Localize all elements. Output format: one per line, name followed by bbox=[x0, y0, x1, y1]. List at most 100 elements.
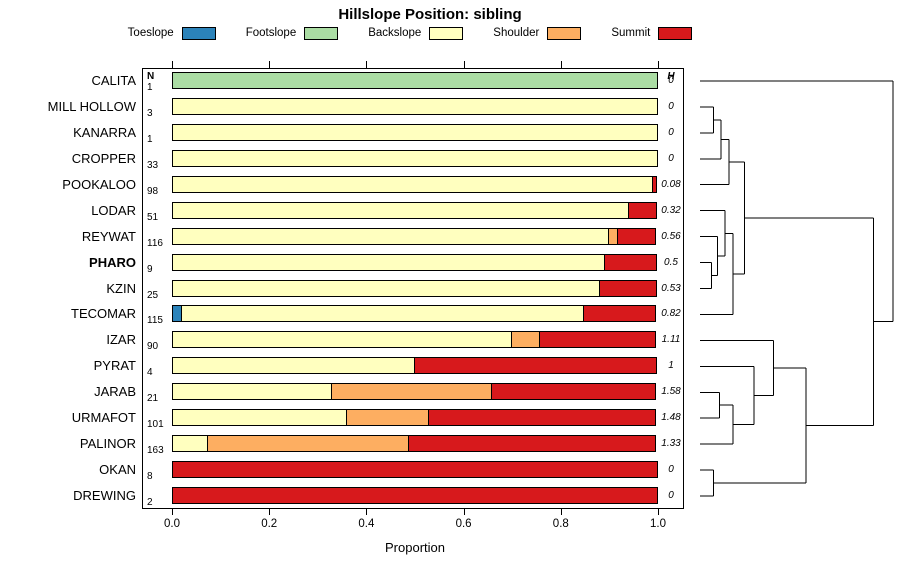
h-column-header: H bbox=[667, 71, 675, 82]
bar-okan bbox=[172, 461, 658, 479]
n-value-cropper: 33 bbox=[147, 159, 159, 171]
x-axis-tick-top bbox=[560, 61, 562, 68]
bar-segment-shoulder bbox=[511, 331, 541, 349]
legend: Toeslope Footslope Backslope Shoulder Summit bbox=[40, 25, 780, 41]
x-axis-tick-bottom bbox=[172, 509, 173, 515]
bar-segment-summit bbox=[172, 461, 658, 479]
bar-segment-summit bbox=[652, 175, 657, 193]
bar-segment-summit bbox=[539, 331, 656, 349]
bar-calita bbox=[172, 71, 658, 89]
x-axis-tick-top bbox=[366, 61, 368, 68]
bar-reywat bbox=[172, 227, 656, 245]
h-value-urmafot: 1.48 bbox=[661, 412, 681, 424]
n-value-drewing: 2 bbox=[147, 497, 153, 509]
n-value-reywat: 116 bbox=[147, 237, 163, 249]
bar-segment-backslope bbox=[172, 383, 333, 401]
x-axis-tick-bottom bbox=[560, 509, 562, 515]
legend-swatch-summit bbox=[658, 26, 693, 40]
h-value-kzin: 0.53 bbox=[661, 282, 681, 294]
legend-swatch-toeslope bbox=[181, 26, 216, 40]
legend-swatch-footslope bbox=[304, 26, 339, 40]
row-label-calita: CALITA bbox=[91, 72, 136, 88]
x-axis-tick-label: 0.6 bbox=[455, 518, 472, 530]
x-axis-tick-label: 0.0 bbox=[164, 518, 180, 530]
n-value-kzin: 25 bbox=[147, 289, 159, 301]
bar-segment-backslope bbox=[180, 305, 585, 323]
h-value-cropper: 0 bbox=[668, 152, 674, 164]
legend-swatch-backslope bbox=[429, 26, 464, 40]
bar-tecomar bbox=[172, 305, 656, 323]
n-value-pyrat: 4 bbox=[147, 367, 153, 379]
h-value-drewing: 0 bbox=[668, 490, 674, 502]
bar-segment-backslope bbox=[172, 123, 658, 141]
x-axis-title: Proportion bbox=[385, 540, 445, 555]
row-label-urmafot: URMAFOT bbox=[71, 410, 136, 426]
row-label-jarab: JARAB bbox=[94, 384, 136, 400]
x-axis-tick-top bbox=[658, 61, 659, 68]
h-value-tecomar: 0.82 bbox=[661, 308, 681, 320]
bar-pharo bbox=[172, 253, 657, 271]
x-axis-tick-top bbox=[269, 61, 271, 68]
n-value-mill-hollow: 3 bbox=[147, 107, 153, 119]
h-value-pyrat: 1 bbox=[668, 360, 674, 372]
n-value-izar: 90 bbox=[147, 341, 159, 353]
bar-segment-summit bbox=[490, 383, 656, 401]
bar-segment-summit bbox=[408, 435, 656, 453]
legend-item-shoulder: Shoulder bbox=[493, 26, 582, 40]
bar-segment-summit bbox=[627, 201, 657, 219]
legend-item-backslope: Backslope bbox=[368, 26, 464, 40]
bar-segment-backslope bbox=[172, 435, 209, 453]
h-value-jarab: 1.58 bbox=[661, 386, 681, 398]
n-value-urmafot: 101 bbox=[147, 419, 164, 431]
bar-segment-backslope bbox=[172, 227, 610, 245]
bar-segment-backslope bbox=[172, 149, 658, 167]
x-axis-tick-top bbox=[172, 61, 173, 68]
legend-label-backslope: Backslope bbox=[368, 27, 422, 39]
n-column-header: N bbox=[147, 71, 155, 82]
bar-segment-summit bbox=[583, 305, 656, 323]
bar-palinor bbox=[172, 435, 656, 453]
legend-item-toeslope: Toeslope bbox=[127, 26, 216, 40]
row-label-pharo: PHARO bbox=[89, 254, 136, 270]
bar-segment-shoulder bbox=[345, 409, 429, 427]
bar-kzin bbox=[172, 279, 657, 297]
row-label-palinor: PALINOR bbox=[79, 436, 136, 452]
legend-label-shoulder: Shoulder bbox=[493, 27, 540, 39]
n-value-tecomar: 115 bbox=[147, 315, 163, 327]
row-label-drewing: DREWING bbox=[73, 488, 136, 504]
chart-title: Hillslope Position: sibling bbox=[338, 6, 522, 23]
bar-segment-backslope bbox=[172, 279, 600, 297]
n-value-pharo: 9 bbox=[147, 263, 153, 275]
legend-swatch-shoulder bbox=[547, 26, 582, 40]
x-axis-tick-bottom bbox=[366, 509, 368, 515]
bar-drewing bbox=[172, 487, 658, 505]
h-value-reywat: 0.56 bbox=[661, 230, 681, 242]
bar-segment-summit bbox=[617, 227, 656, 245]
row-label-lodar: LODAR bbox=[91, 202, 136, 218]
x-axis-tick-label: 0.2 bbox=[261, 518, 278, 530]
row-label-kanarra: KANARRA bbox=[73, 124, 136, 140]
bar-cropper bbox=[172, 149, 658, 167]
row-label-mill-hollow: MILL HOLLOW bbox=[47, 98, 136, 114]
legend-item-footslope: Footslope bbox=[245, 26, 339, 40]
row-label-reywat: REYWAT bbox=[81, 228, 136, 244]
x-axis-tick-label: 1.0 bbox=[650, 518, 666, 530]
bar-segment-backslope bbox=[172, 175, 654, 193]
bar-jarab bbox=[172, 383, 656, 401]
h-value-pookaloo: 0.08 bbox=[661, 178, 681, 190]
x-axis-tick-label: 0.8 bbox=[552, 518, 569, 530]
n-value-lodar: 51 bbox=[147, 211, 159, 223]
bar-segment-backslope bbox=[172, 357, 415, 375]
bar-pookaloo bbox=[172, 175, 657, 193]
h-value-izar: 1.11 bbox=[661, 334, 681, 346]
row-label-pookaloo: POOKALOO bbox=[62, 176, 136, 192]
n-value-pookaloo: 98 bbox=[147, 185, 159, 197]
bar-kanarra bbox=[172, 123, 658, 141]
legend-item-summit: Summit bbox=[611, 26, 693, 40]
row-label-okan: OKAN bbox=[99, 462, 136, 478]
x-axis-tick-bottom bbox=[463, 509, 465, 515]
row-label-izar: IZAR bbox=[106, 332, 136, 348]
legend-label-toeslope: Toeslope bbox=[127, 27, 174, 39]
legend-label-footslope: Footslope bbox=[245, 27, 297, 39]
